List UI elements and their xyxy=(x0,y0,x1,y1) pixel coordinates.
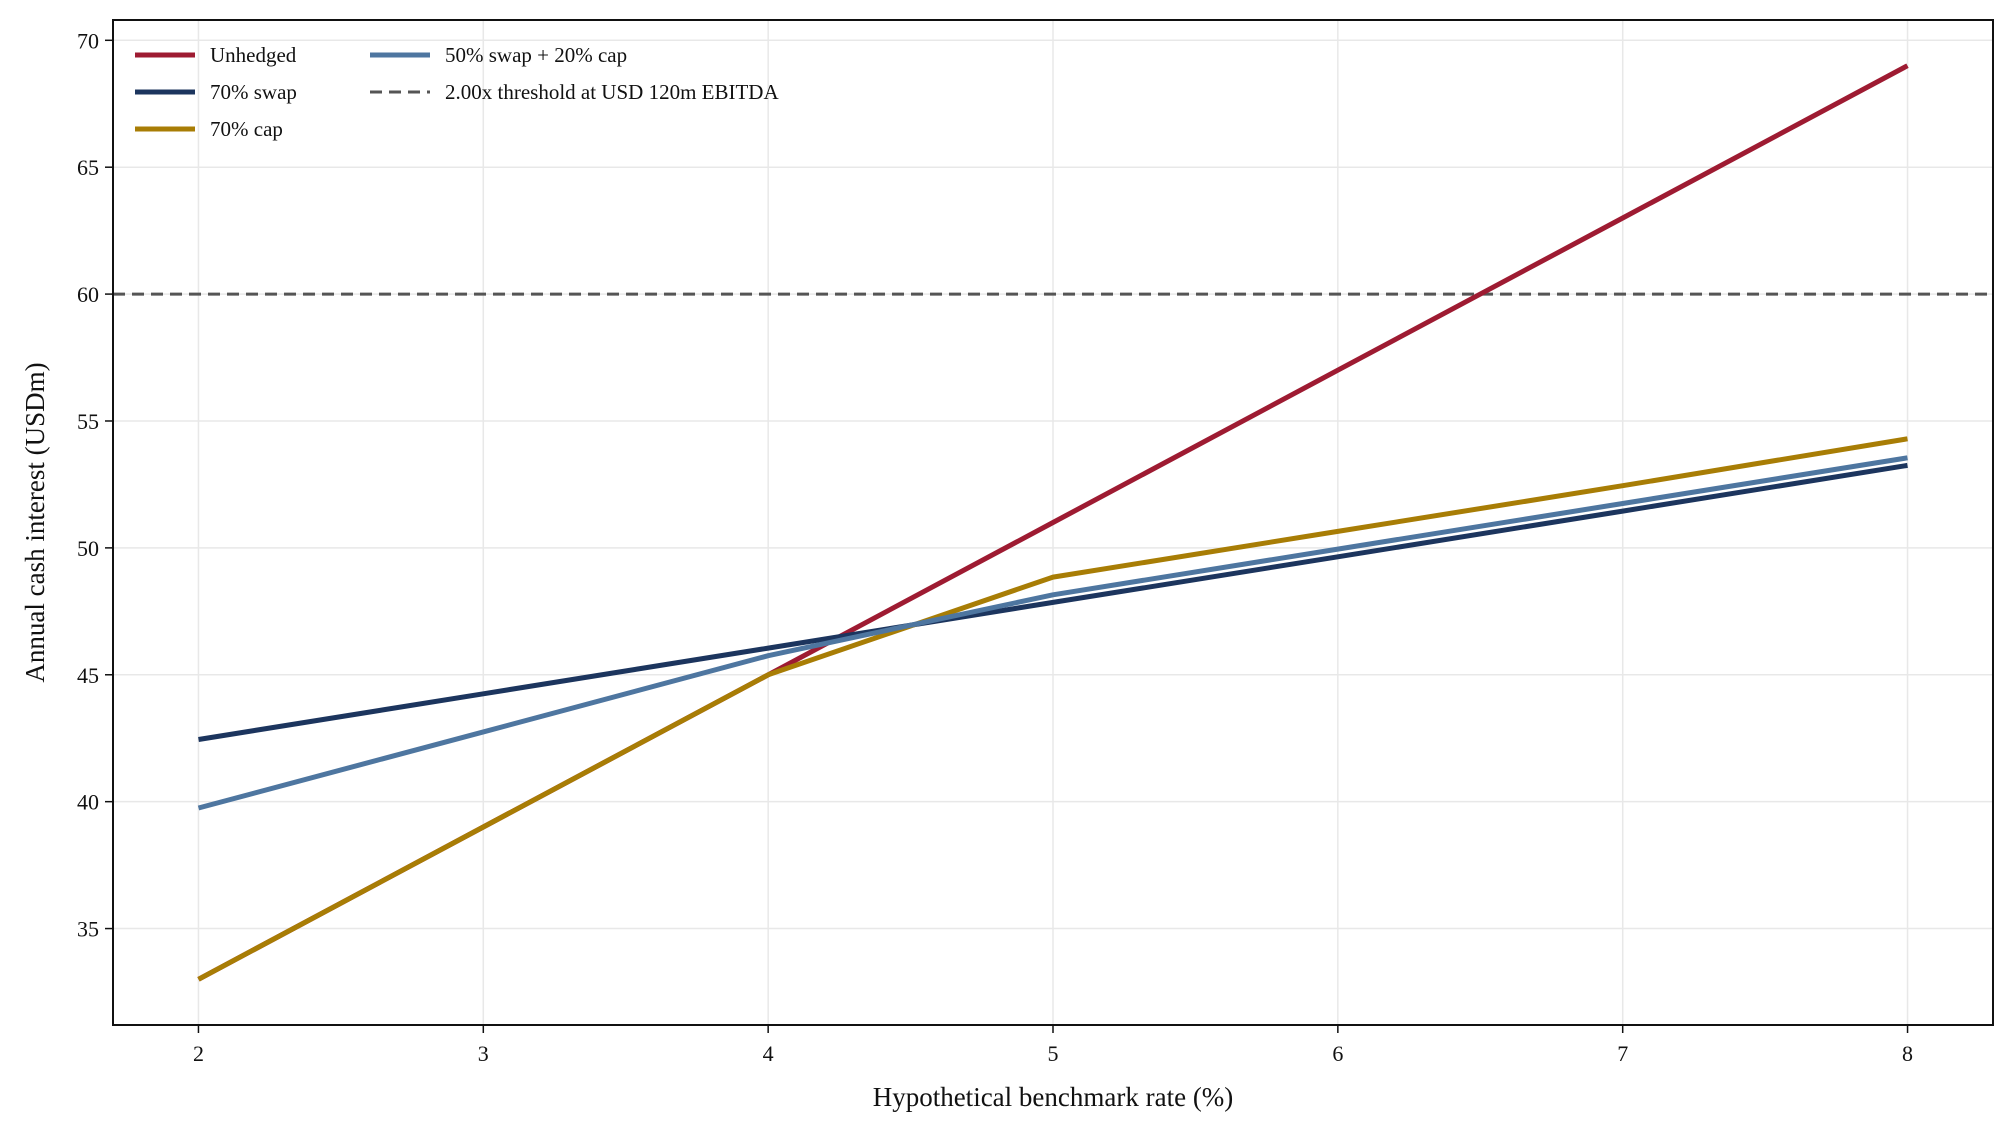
x-tick-label: 4 xyxy=(763,1041,774,1066)
series-line xyxy=(198,462,1908,742)
series-line xyxy=(197,436,1908,982)
y-tick-label: 60 xyxy=(77,282,99,307)
y-tick-label: 40 xyxy=(77,790,99,815)
legend-label: 50% swap + 20% cap xyxy=(445,43,627,67)
y-tick-label: 70 xyxy=(77,28,99,53)
y-tick-label: 45 xyxy=(77,663,99,688)
x-tick-label: 7 xyxy=(1617,1041,1628,1066)
series-line xyxy=(197,455,1908,811)
legend-label: Unhedged xyxy=(210,43,297,67)
x-axis-title: Hypothetical benchmark rate (%) xyxy=(873,1082,1234,1112)
x-axis-ticks: 2 3 4 5 6 7 8 xyxy=(193,1025,1913,1066)
y-tick-label: 35 xyxy=(77,917,99,942)
series-layer xyxy=(197,63,1909,982)
legend-label: 70% cap xyxy=(210,117,283,141)
y-tick-label: 65 xyxy=(77,155,99,180)
x-tick-label: 6 xyxy=(1332,1041,1343,1066)
y-tick-label: 50 xyxy=(77,536,99,561)
legend: Unhedged 70% swap 70% cap 50% swap + 20% ca… xyxy=(135,43,779,141)
x-tick-label: 2 xyxy=(193,1041,204,1066)
legend-label: 70% swap xyxy=(210,80,297,104)
x-tick-label: 8 xyxy=(1902,1041,1913,1066)
y-axis-title: Annual cash interest (USDm) xyxy=(20,362,50,682)
y-axis-ticks: 35 40 45 50 55 60 65 70 xyxy=(77,28,113,942)
x-tick-label: 5 xyxy=(1048,1041,1059,1066)
x-tick-label: 3 xyxy=(478,1041,489,1066)
y-tick-label: 55 xyxy=(77,409,99,434)
legend-label: 2.00x threshold at USD 120m EBITDA xyxy=(445,80,779,104)
